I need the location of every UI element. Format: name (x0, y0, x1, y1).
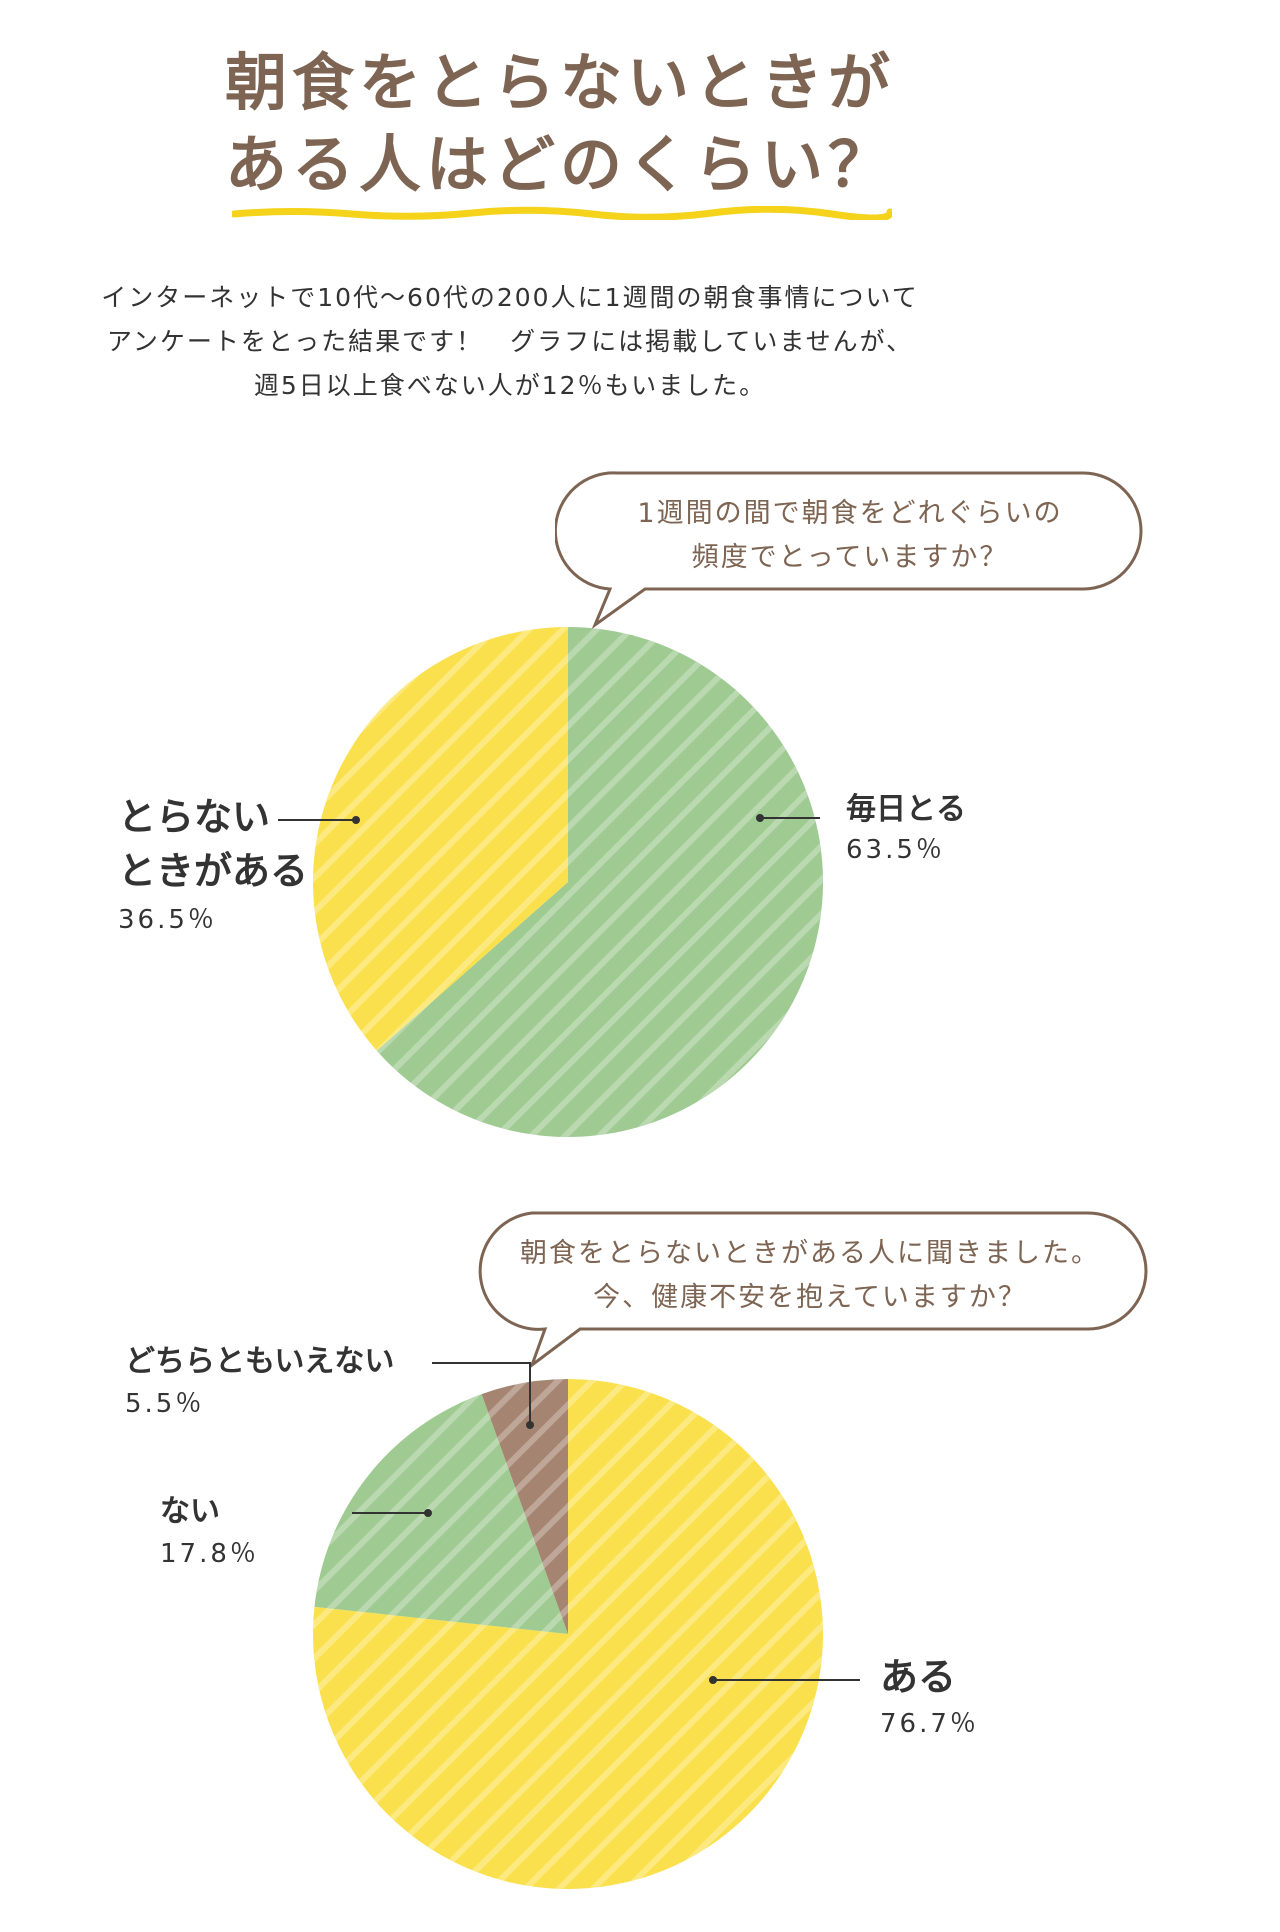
title-underline (232, 206, 892, 220)
pie2-slice-2-stripes (481, 1379, 568, 1634)
leader-line-neither (432, 1362, 531, 1425)
slice-label-sometimes-skip: とらない ときがある 36.5％ (118, 790, 308, 942)
slice-label-sometimes-skip-line-2: ときがある (118, 849, 309, 893)
page-title: 朝食をとらないときが ある人はどのくらい？ (150, 42, 970, 206)
question-1: 1週間の間で朝食をどれぐらいの 頻度でとっていますか？ (580, 492, 1120, 580)
intro-line-3: 週5日以上食べない人が12％もいました。 (253, 371, 767, 400)
slice-label-everyday-value: 63.5％ (846, 835, 945, 865)
slice-label-yes-value: 76.7％ (880, 1709, 979, 1739)
question-2-line-1: 朝食をとらないときがある人に聞きました。 (520, 1238, 1100, 1269)
question-2-line-2: 今、健康不安を抱えていますか？ (593, 1282, 1027, 1313)
title-line-2: ある人はどのくらい？ (224, 128, 895, 201)
intro-line-1: インターネットで10代～60代の200人に1週間の朝食事情について (101, 283, 919, 312)
slice-label-sometimes-skip-value: 36.5％ (118, 905, 217, 935)
leader-dot-everyday (756, 814, 764, 822)
title-line-1: 朝食をとらないときが (224, 46, 895, 119)
intro-line-2: アンケートをとった結果です！ グラフには掲載していませんが、 (106, 327, 914, 356)
pie1-slice-0-stripes (376, 627, 823, 1137)
question-1-line-2: 頻度でとっていますか？ (691, 542, 1009, 573)
leader-dot-sometimes-skip (352, 816, 360, 824)
slice-label-everyday: 毎日とる 63.5％ (846, 790, 966, 870)
slice-label-neither-value: 5.5％ (125, 1389, 205, 1419)
slice-label-no-name: ない (160, 1494, 220, 1529)
slice-label-neither: どちらともいえない 5.5％ (125, 1342, 394, 1426)
pie1-slice-1-stripes (313, 627, 568, 1051)
slice-label-yes-name: ある (880, 1655, 957, 1699)
slice-label-yes: ある 76.7％ (880, 1652, 979, 1746)
slice-label-neither-name: どちらともいえない (125, 1344, 395, 1379)
slice-label-sometimes-skip-line-1: とらない (118, 795, 271, 839)
question-1-line-1: 1週間の間で朝食をどれぐらいの (637, 498, 1063, 529)
question-bubble-1 (555, 471, 1143, 630)
leader-dot-yes (709, 1676, 717, 1684)
leader-dot-no (424, 1509, 432, 1517)
slice-label-no: ない 17.8％ (160, 1492, 259, 1576)
question-2: 朝食をとらないときがある人に聞きました。 今、健康不安を抱えていますか？ (480, 1232, 1140, 1320)
slice-label-no-value: 17.8％ (160, 1539, 259, 1569)
leader-dot-neither (526, 1421, 534, 1429)
pie2-slice-1-stripes (314, 1394, 568, 1634)
slice-label-everyday-name: 毎日とる (846, 792, 966, 827)
question-bubble-2 (478, 1211, 1148, 1370)
intro-text: インターネットで10代～60代の200人に1週間の朝食事情について アンケートを… (60, 276, 960, 408)
